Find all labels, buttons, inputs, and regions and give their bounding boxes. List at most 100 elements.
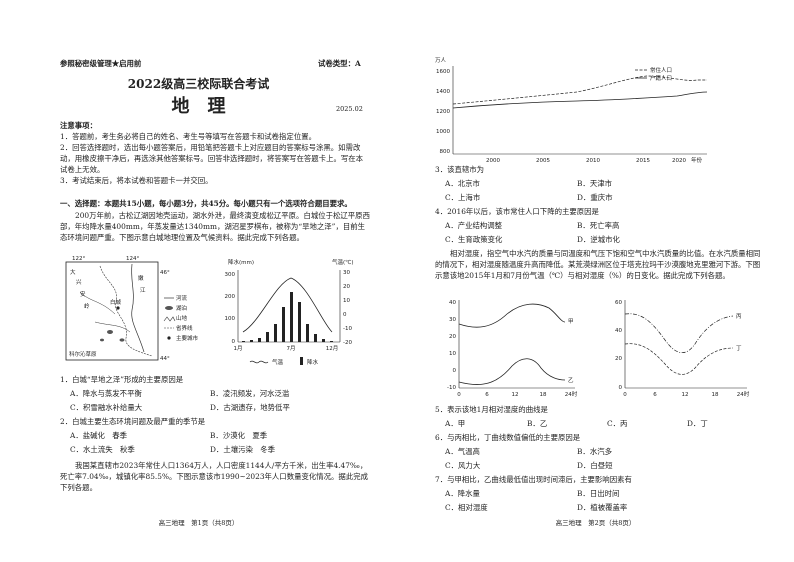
curve-ding [624, 343, 734, 375]
option: A．气温高 [445, 447, 480, 456]
question-stem: 3．该直辖市为 [435, 165, 485, 174]
legend-label: 降水 [307, 358, 319, 366]
river [79, 291, 131, 333]
y2-tick-label: 0 [343, 312, 347, 318]
option: C．丙 [607, 419, 628, 428]
lat-label: 46° [160, 270, 170, 276]
option: C．风力大 [445, 461, 481, 470]
y-tick-label: 800 [440, 149, 451, 155]
passage: 相对湿度，指空气中水汽的质量与同温度和气压下饱和空气中水汽质量的比值。在水汽质量… [435, 249, 761, 280]
exam-title: 2022级高三校际联合考试 [127, 77, 270, 91]
lake [107, 330, 113, 334]
place-label: 安 [80, 290, 86, 298]
x-tick-label: 0 [623, 392, 627, 398]
x-tick-label: 18 [540, 392, 547, 398]
y2-tick-label: 30 [343, 270, 350, 276]
y-tick-label: -10 [447, 385, 456, 391]
axis-title: 万人 [435, 57, 447, 64]
y-tick-label: 60 [615, 300, 622, 306]
passage: 我国某直辖市2023年常住人口1364万人，人口密度1144人/平方千米，出生率… [60, 461, 368, 492]
x-tick-label: 6 [653, 392, 657, 398]
y-tick-label: 0 [453, 368, 457, 374]
x-tick-label: 2020 [672, 158, 686, 164]
notice: 3．考试结束后，将本试卷和答题卡一并交回。 [60, 176, 213, 185]
option: A．降水与蒸发不平衡 [70, 389, 142, 398]
x-tick-label: 12月 [326, 345, 339, 352]
option: A．甲 [445, 419, 466, 428]
y-tick-label: 0 [232, 339, 236, 345]
subject: 地 理 [171, 96, 226, 117]
y-tick-label: 300 [225, 272, 236, 278]
exam-date: 2025.02 [336, 105, 363, 113]
legend-label: 户籍人口 [650, 74, 672, 82]
question-stem: 1．白城“旱地之泽”形成的主要原因是 [60, 375, 184, 384]
y-tick-label: 40 [449, 300, 456, 306]
curve-jia [458, 303, 566, 328]
option: D．逆城市化 [577, 235, 620, 244]
place-label: 兴 [76, 278, 82, 286]
legend-label: 气温 [272, 358, 284, 366]
legend-label: 省界线 [176, 324, 193, 332]
y2-tick-label: -20 [343, 340, 352, 346]
curve-yi [458, 358, 566, 385]
x-tick-label: 24时 [737, 390, 750, 398]
option: D．古湖遗存，地势低平 [210, 403, 290, 412]
option: C．水土流失 秋季 [70, 445, 135, 454]
precip-bars [242, 292, 333, 342]
lat-label: 44° [160, 356, 170, 362]
page-right: 万人 1600 1400 1200 1000 800 2000 2005 201… [397, 0, 794, 562]
legend-label: 河流 [176, 294, 188, 302]
x-axis-title: 年份 [691, 156, 703, 164]
option: D．丁 [687, 419, 708, 428]
province-border [99, 265, 153, 357]
lon-label: 124° [126, 256, 139, 262]
place-label: 大 [70, 268, 76, 276]
y-tick-label: 200 [225, 294, 236, 300]
temp-humidity-charts: 40 30 20 10 0 -10 0 6 12 18 24时 甲 乙 60 4… [447, 300, 750, 398]
legend-precip [300, 357, 303, 365]
passage: 200万年前，古松辽湖因地壳运动，湖水外泄，最终演变成松辽平原。白城位于松辽平原… [60, 211, 370, 242]
y-tick-label: 30 [449, 317, 456, 323]
x-tick-label: 1月 [234, 345, 243, 352]
option: B．乙 [527, 419, 548, 428]
river [131, 263, 145, 353]
legend-label: 湖泊 [176, 304, 187, 312]
legend-temp [249, 360, 269, 364]
y-tick-label: 1200 [436, 109, 450, 115]
curve-label: 丙 [736, 313, 742, 320]
notice: 1．答题前，考生务必将自己的姓名、考生号等填写在答题卡和试卷指定位置。 [60, 132, 316, 141]
option: C．相对湿度 [445, 503, 488, 512]
option: A．产业结构调整 [445, 221, 503, 230]
y-tick-label: 1400 [436, 89, 450, 95]
place-label: 嫩 [138, 274, 144, 282]
curve-label: 丁 [736, 345, 742, 352]
y-tick-label: 20 [449, 334, 456, 340]
axis-title: 气温(℃) [332, 258, 353, 266]
lake [100, 338, 104, 342]
map-frame [65, 261, 159, 361]
option: B．日出时间 [577, 489, 620, 498]
figure-map-climate: 122° 124° 46° 44° 大 兴 安 岭 嫩 江 白城 科尔沁草原 河… [65, 256, 353, 366]
option: D．植被覆盖率 [577, 503, 628, 512]
option: C．生育政策变化 [445, 235, 503, 244]
place-label: 白城 [110, 298, 122, 306]
place-label: 科尔沁草原 [69, 350, 97, 358]
lon-label: 122° [72, 256, 85, 262]
option: B．水汽多 [577, 447, 612, 456]
header-left: 参照秘密级管理★启用前 [60, 59, 142, 68]
question-stem: 7．与甲相比，乙曲线最低值出现时间滞后，主要影响因素有 [435, 475, 632, 484]
option: D．白昼短 [577, 461, 613, 470]
x-tick-label: 7月 [287, 345, 296, 352]
question-stem: 5．表示该地1月相对湿度的曲线是 [435, 405, 548, 414]
curve-label: 乙 [568, 377, 574, 384]
axis-title: 降水(mm) [228, 258, 254, 266]
y-tick-label: 20 [615, 356, 622, 362]
notice: 2．回答选择题时，选出每小题答案后，用铅笔把答题卡上对应题目的答案标号涂黑。如需… [60, 143, 364, 174]
legend-city [167, 336, 171, 340]
option: B．凌汛频发，河水泛滥 [210, 389, 290, 398]
question-stem: 2．白城主要生态环境问题及最严重的季节是 [60, 417, 206, 426]
option: C．积雪融水补给量大 [70, 403, 143, 412]
y2-tick-label: 10 [343, 298, 350, 304]
city-dot [116, 306, 120, 310]
option: A．降水量 [445, 489, 480, 498]
